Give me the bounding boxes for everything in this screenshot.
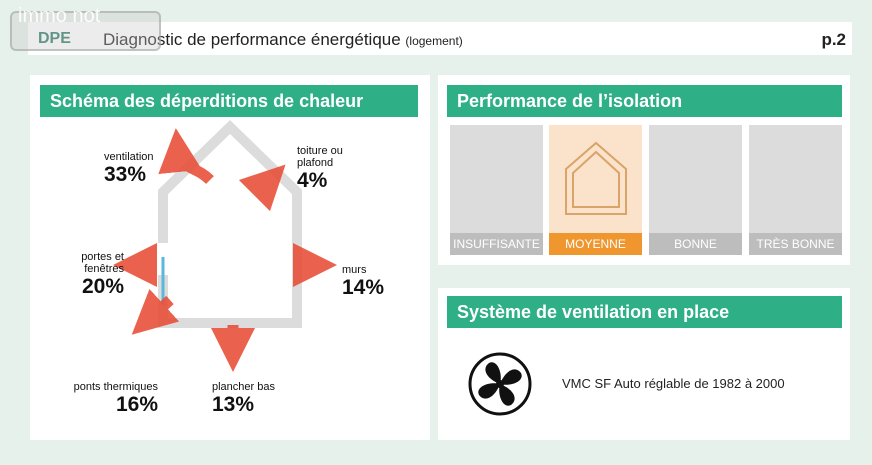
arrow-ponts [131, 288, 180, 335]
ventilation-title: Système de ventilation en place [447, 296, 842, 328]
watermark-logo: immo not [10, 6, 161, 51]
item-pct: 16% [115, 393, 158, 416]
page-header: DPE Diagnostic de performance énergétiqu… [28, 22, 852, 55]
item-label: ventilation [104, 151, 154, 163]
item-pct: 13% [212, 393, 255, 416]
item-label: murs [342, 264, 367, 276]
level-label: TRÈS BONNE [749, 233, 842, 255]
ventilation-panel: Système de ventilation en place VMC SF A… [438, 288, 850, 440]
ventilation-text: VMC SF Auto réglable de 1982 à 2000 [562, 376, 785, 391]
house-diagram [113, 120, 337, 372]
item-label: plancher bas [212, 381, 275, 393]
page-title: Diagnostic de performance énergétique (l… [103, 30, 463, 50]
item-label: toiture ou plafond [297, 145, 343, 169]
arrow-ventilation [158, 128, 214, 185]
dpe-label: DPE [38, 30, 71, 47]
title-text: Diagnostic de performance énergétique [103, 30, 401, 49]
item-plancher: plancher bas 13% [212, 381, 275, 417]
item-toiture: toiture ou plafond 4% [297, 145, 357, 193]
deperditions-panel: Schéma des déperditions de chaleur venti… [30, 75, 430, 440]
level-insuffisante: INSUFFISANTE [450, 125, 543, 255]
item-pct: 33% [104, 163, 147, 186]
isolation-title: Performance de l’isolation [447, 85, 842, 117]
item-ventilation: ventilation 33% [104, 151, 154, 187]
page-number: p.2 [821, 30, 846, 49]
arrow-toiture [238, 164, 286, 212]
level-bonne: BONNE [649, 125, 742, 255]
item-ponts: ponts thermiques 16% [66, 381, 158, 417]
level-tres-bonne: TRÈS BONNE [749, 125, 842, 255]
item-label: portes et fenêtres [81, 251, 124, 275]
item-label: ponts thermiques [73, 381, 158, 393]
level-label: BONNE [649, 233, 742, 255]
house-icon [565, 141, 627, 215]
item-pct: 14% [342, 276, 385, 299]
logo-text: immo not [18, 5, 101, 27]
item-murs: murs 14% [342, 264, 384, 300]
title-subtitle: (logement) [405, 34, 463, 48]
item-pct: 4% [297, 169, 328, 192]
level-label: INSUFFISANTE [450, 233, 543, 255]
level-label: MOYENNE [549, 233, 642, 255]
deperditions-title: Schéma des déperditions de chaleur [40, 85, 418, 117]
fan-icon [468, 352, 532, 416]
level-moyenne: MOYENNE [549, 125, 642, 255]
item-portes: portes et fenêtres 20% [64, 251, 124, 299]
item-pct: 20% [81, 275, 124, 298]
